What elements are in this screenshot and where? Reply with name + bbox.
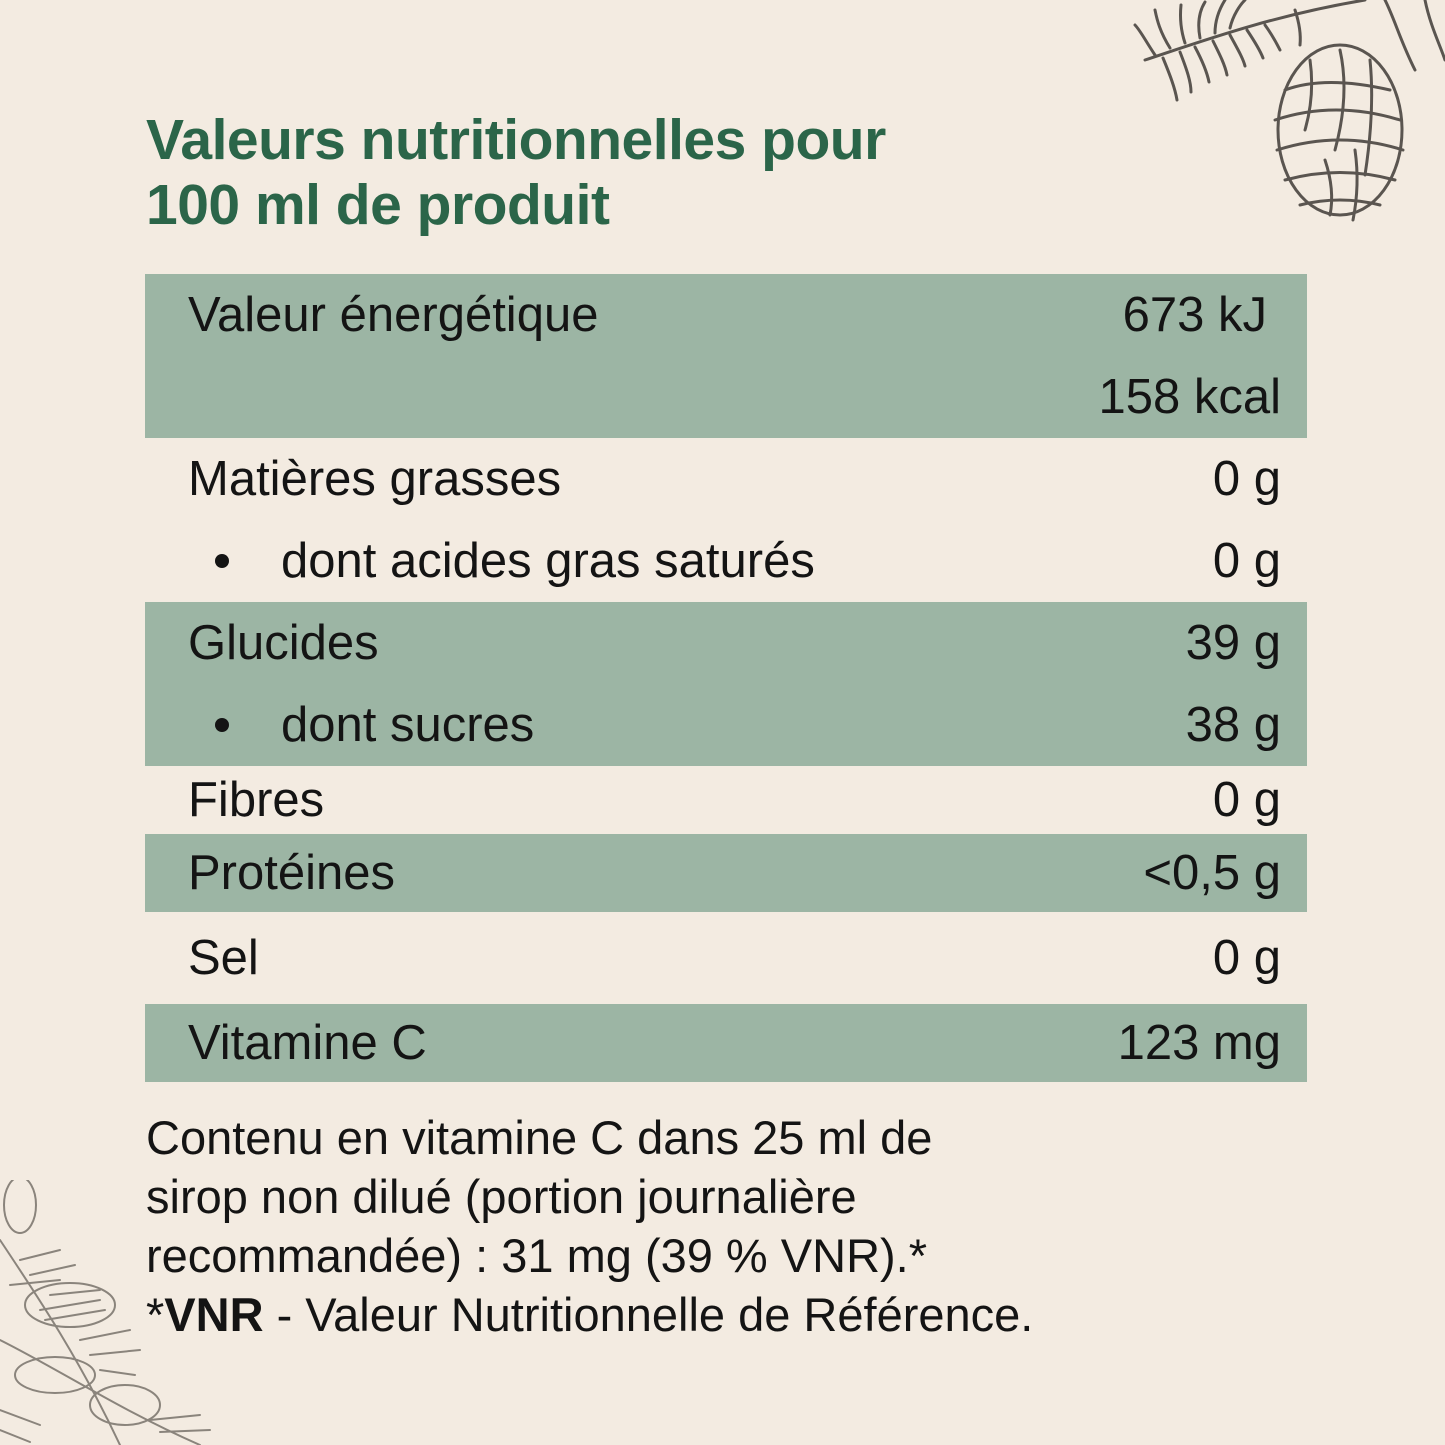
row-fibre: Fibres 0 g: [145, 766, 1307, 834]
pine-cone-illustration-icon: [1133, 0, 1445, 222]
vnr-abbrev: VNR: [164, 1288, 264, 1341]
fibre-label: Fibres: [188, 773, 325, 827]
row-protein: Protéines <0,5 g: [145, 834, 1307, 912]
row-salt: Sel 0 g: [145, 912, 1307, 1004]
footnote-line-1: Contenu en vitamine C dans 25 ml de: [146, 1111, 933, 1164]
salt-label: Sel: [188, 931, 259, 985]
row-carbs: Glucides 39 g: [145, 602, 1307, 684]
footnote-line-3: recommandée) : 31 mg (39 % VNR).*: [146, 1229, 928, 1282]
saturated-label: dont acides gras saturés: [281, 534, 815, 588]
row-vitamin-c: Vitamine C 123 mg: [145, 1004, 1307, 1082]
salt-value: 0 g: [1212, 931, 1281, 985]
row-sugars: dont sucres 38 g: [145, 684, 1307, 766]
row-saturated: dont acides gras saturés 0 g: [145, 520, 1307, 602]
fat-label: Matières grasses: [188, 452, 562, 506]
footnote: Contenu en vitamine C dans 25 ml de siro…: [146, 1108, 1346, 1344]
saturated-value: 0 g: [1212, 534, 1281, 588]
sugars-label: dont sucres: [281, 698, 535, 752]
sugars-value: 38 g: [1185, 698, 1281, 752]
bullet-icon: [215, 554, 229, 568]
row-fat: Matières grasses 0 g: [145, 438, 1307, 520]
nutrition-table: Valeur énergétique 673 kJ 158 kcal Matiè…: [145, 274, 1307, 1082]
row-carbs-group: Glucides 39 g dont sucres 38 g: [145, 602, 1307, 766]
title-line-1: Valeurs nutritionnelles pour: [146, 108, 886, 172]
protein-value: <0,5 g: [1143, 846, 1281, 900]
vitamin-c-value: 123 mg: [1117, 1016, 1281, 1070]
pine-branches-illustration-icon: [0, 1180, 211, 1445]
title-line-2: 100 ml de produit: [146, 173, 610, 237]
carbs-value: 39 g: [1185, 616, 1281, 670]
footnote-line-2: sirop non dilué (portion journalière: [146, 1170, 857, 1223]
bullet-icon: [215, 718, 229, 732]
fat-value: 0 g: [1212, 452, 1281, 506]
vnr-definition: - Valeur Nutritionnelle de Référence.: [263, 1288, 1034, 1341]
protein-label: Protéines: [188, 846, 396, 900]
vitamin-c-label: Vitamine C: [188, 1016, 427, 1070]
page-title: Valeurs nutritionnelles pour 100 ml de p…: [146, 108, 1146, 238]
fibre-value: 0 g: [1212, 773, 1281, 827]
energy-kj-value: 673 kJ: [1122, 288, 1267, 342]
energy-label: Valeur énergétique: [188, 288, 599, 342]
footnote-line-4: *VNR - Valeur Nutritionnelle de Référenc…: [146, 1285, 1346, 1344]
energy-kcal-value: 158 kcal: [1098, 370, 1281, 424]
carbs-label: Glucides: [188, 616, 379, 670]
row-energy: Valeur énergétique 673 kJ 158 kcal: [145, 274, 1307, 438]
asterisk: *: [146, 1288, 165, 1341]
